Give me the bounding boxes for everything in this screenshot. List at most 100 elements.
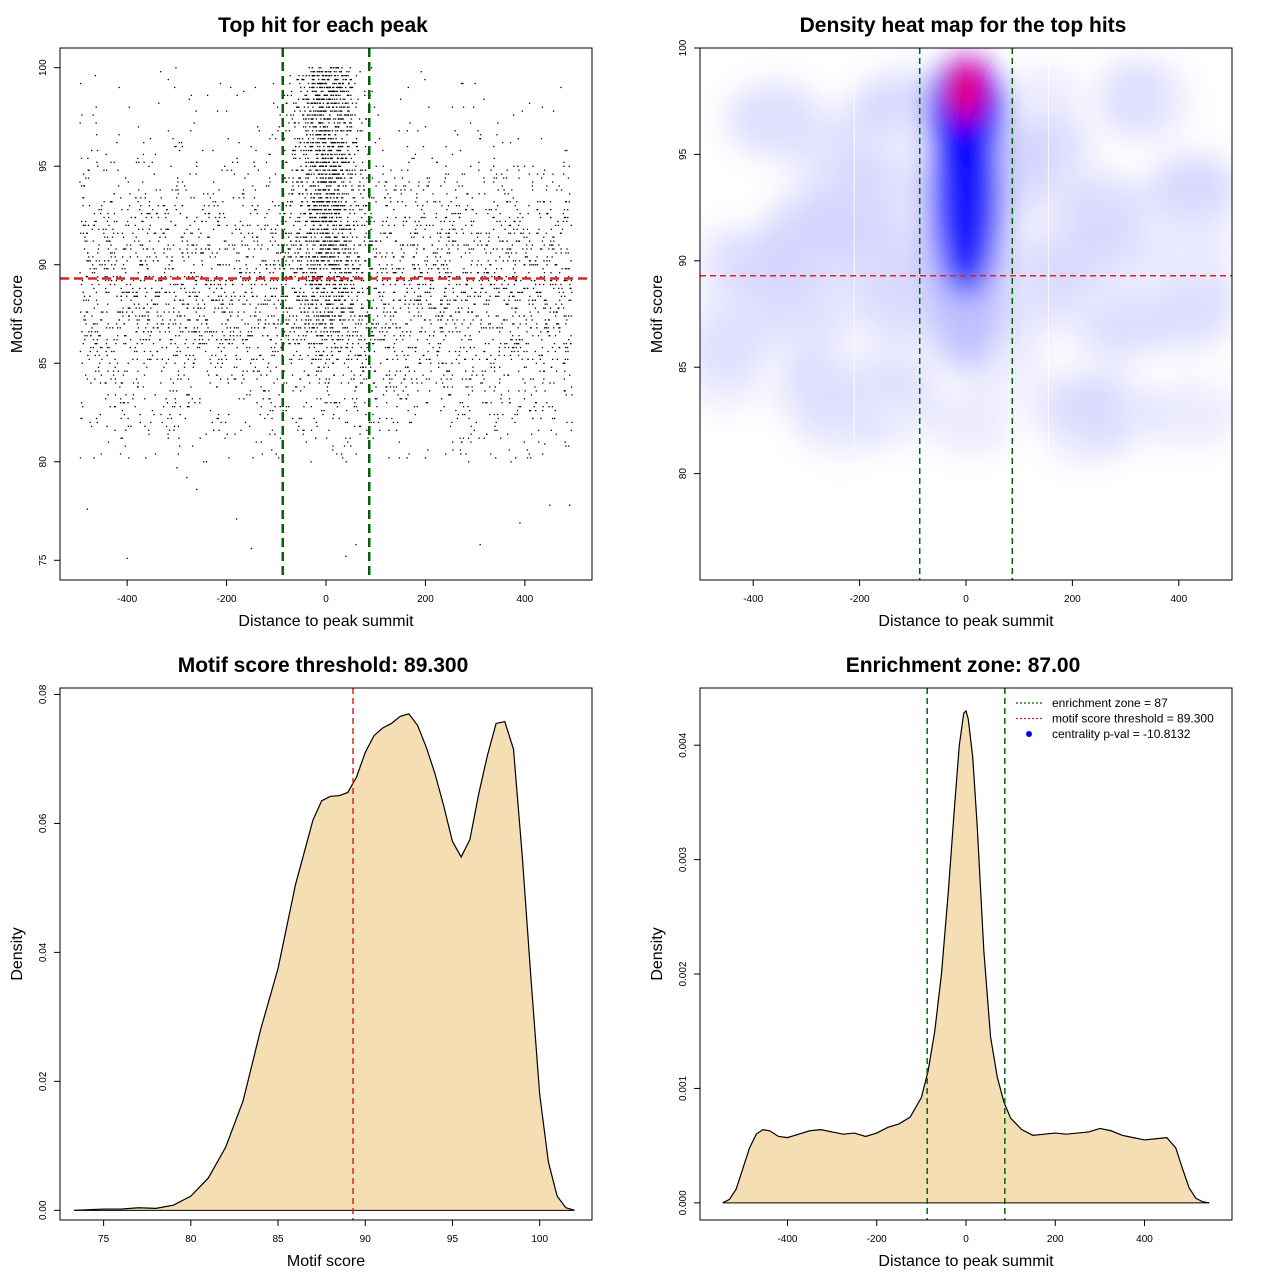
scatter-point [538, 228, 540, 230]
scatter-point [175, 295, 177, 297]
scatter-point [543, 201, 545, 203]
scatter-point [451, 362, 453, 364]
scatter-point [317, 256, 319, 258]
scatter-point [361, 382, 363, 384]
scatter-point [434, 252, 436, 254]
scatter-point [493, 275, 496, 278]
scatter-point [339, 350, 341, 353]
scatter-point [191, 445, 194, 447]
scatter-point [439, 232, 441, 234]
scatter-point [231, 311, 233, 313]
scatter-point [445, 362, 447, 364]
scatter-point [400, 382, 403, 384]
scatter-point [356, 252, 358, 254]
scatter-point [447, 394, 450, 396]
scatter-point [333, 98, 336, 100]
scatter-point [299, 228, 301, 230]
scatter-point [557, 224, 559, 227]
scatter-point [135, 197, 137, 199]
scatter-point [481, 279, 484, 282]
scatter-point [428, 303, 430, 305]
scatter-point [153, 232, 155, 234]
scatter-point [340, 260, 342, 262]
scatter-point [311, 362, 313, 364]
scatter-point [283, 212, 285, 215]
scatter-point [144, 260, 147, 262]
scatter-point [93, 323, 95, 325]
scatter-point [79, 350, 82, 353]
scatter-point [243, 378, 245, 380]
scatter-point [169, 413, 171, 416]
scatter-point [401, 256, 403, 258]
scatter-point [307, 138, 310, 140]
scatter-point [493, 165, 495, 167]
scatter-point [246, 339, 248, 341]
scatter-point [344, 114, 346, 116]
scatter-point [525, 366, 527, 368]
scatter-point [274, 240, 276, 242]
scatter-point [540, 291, 542, 294]
scatter-point [382, 149, 384, 152]
scatter-point [307, 374, 309, 376]
scatter-point [380, 268, 382, 270]
scatter-point [483, 181, 485, 183]
scatter-point [327, 169, 329, 171]
scatter-point [323, 327, 326, 329]
scatter-point [242, 279, 244, 282]
scatter-point [509, 141, 512, 144]
scatter-point [156, 303, 159, 305]
scatter-point [311, 114, 313, 116]
scatter-point [201, 252, 204, 254]
scatter-point [285, 279, 287, 282]
scatter-point [301, 181, 304, 183]
scatter-point [269, 138, 271, 140]
scatter-point [428, 106, 430, 108]
scatter-point [161, 287, 163, 290]
scatter-point [104, 279, 107, 282]
scatter-point [234, 224, 236, 227]
scatter-point [342, 145, 344, 148]
scatter-point [279, 303, 282, 305]
scatter-point [439, 342, 442, 345]
scatter-point [269, 279, 272, 282]
scatter-point [461, 307, 463, 309]
scatter-point [293, 272, 295, 274]
scatter-point [294, 122, 297, 124]
scatter-point [438, 275, 441, 278]
scatter-point [341, 177, 343, 179]
scatter-point [347, 339, 350, 341]
scatter-point [260, 248, 262, 250]
scatter-point [493, 145, 495, 148]
scatter-point [111, 350, 113, 353]
scatter-point [315, 189, 317, 191]
scatter-point [80, 283, 83, 286]
scatter-point [314, 90, 316, 93]
scatter-point [340, 197, 343, 199]
scatter-point [320, 114, 322, 116]
scatter-point [98, 354, 100, 357]
scatter-point [312, 122, 314, 124]
scatter-point [318, 208, 320, 211]
scatter-point [340, 283, 342, 286]
scatter-point [301, 268, 303, 270]
scatter-point [539, 248, 542, 250]
scatter-point [538, 354, 540, 357]
scatter-point [328, 394, 330, 396]
scatter-point [346, 358, 348, 361]
scatter-point [318, 228, 320, 230]
scatter-point [312, 240, 315, 242]
scatter-point [331, 220, 333, 223]
scatter-point [452, 287, 454, 290]
scatter-point [310, 240, 312, 242]
scatter-point [268, 398, 270, 400]
scatter-point [353, 374, 355, 376]
scatter-point [289, 358, 291, 361]
scatter-point [446, 252, 449, 254]
scatter-point [517, 342, 519, 345]
scatter-point [488, 232, 490, 234]
scatter-point [337, 205, 339, 207]
scatter-point [245, 264, 247, 266]
scatter-point [83, 295, 86, 297]
scatter-point [314, 244, 316, 246]
scatter-point [561, 287, 563, 290]
